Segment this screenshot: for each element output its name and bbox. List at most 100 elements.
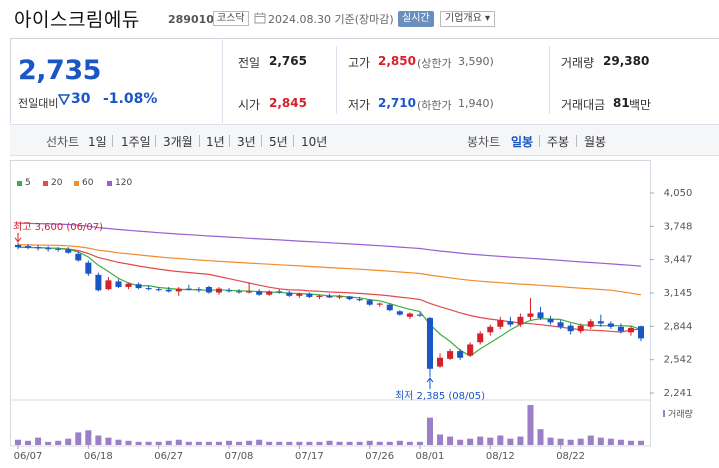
volume-bar	[497, 435, 504, 445]
candle-body	[457, 351, 464, 358]
quote-panel	[10, 38, 719, 123]
stock-name: 아이스크림에듀	[14, 9, 140, 31]
volume-bar	[396, 440, 403, 445]
volume-bar	[195, 441, 202, 445]
legend-ma20: 20	[51, 178, 63, 188]
volume-bar	[296, 441, 303, 445]
volume-bar	[266, 441, 273, 445]
period-3y[interactable]: 3년	[237, 135, 256, 149]
candle-body	[105, 280, 112, 290]
candle-body	[597, 321, 604, 324]
candle-body	[637, 326, 645, 339]
candle-weekly[interactable]: 주봉	[547, 135, 570, 149]
current-price: 2,735	[18, 55, 101, 86]
volume-bar	[507, 438, 514, 445]
candle-body	[85, 262, 92, 274]
volume-bar	[416, 441, 423, 445]
candle-body	[617, 326, 624, 332]
candle-body	[567, 325, 574, 332]
candle-body	[256, 291, 263, 295]
change-percent: -1.08%	[103, 91, 158, 107]
candle-body	[65, 249, 72, 253]
candle-body	[236, 291, 243, 293]
volume-bar	[577, 438, 584, 445]
candle-body	[25, 246, 32, 248]
volume-bar	[165, 440, 172, 445]
candle-body	[346, 296, 353, 300]
y-tick-label: 2,542	[664, 355, 693, 366]
volume-bar	[236, 441, 243, 445]
y-tick-label: 2,844	[664, 321, 693, 332]
price-chart[interactable]: 4,050 3,748 3,447 3,145 2,844 2,542 2,241 거래량 06…	[10, 160, 719, 468]
period-1d[interactable]: 1일	[88, 135, 107, 149]
volume-bar	[557, 438, 564, 445]
volume-bar	[256, 439, 263, 445]
candle-chart-label: 봉차트	[467, 135, 501, 149]
y-tick-label: 2,241	[664, 388, 693, 399]
candle-body	[376, 303, 383, 305]
volume-bar	[406, 441, 413, 445]
period-3m[interactable]: 3개월	[163, 135, 193, 149]
volume-bar	[617, 439, 624, 445]
candle-body	[175, 288, 182, 292]
low-label: 저가	[348, 98, 371, 112]
candle-body	[537, 312, 544, 318]
candle-daily[interactable]: 일봉	[511, 135, 534, 149]
candle-body	[185, 288, 192, 290]
divider	[539, 135, 540, 147]
high-value: 2,850	[378, 54, 416, 68]
candle-body	[215, 288, 222, 293]
prev-close-label: 전일	[238, 56, 261, 70]
divider	[222, 38, 223, 123]
divider	[199, 135, 200, 147]
candle-body	[115, 281, 122, 287]
high-arrow-head	[14, 237, 22, 243]
volume-bar	[75, 432, 82, 445]
divider	[112, 135, 113, 147]
volume-bar	[547, 437, 554, 445]
candle-body	[14, 244, 22, 248]
candle-body	[386, 304, 393, 311]
x-tick-label: 06/27	[154, 451, 183, 462]
candle-body	[577, 325, 584, 332]
volume-bar	[477, 436, 484, 445]
legend-swatch-ma120	[107, 181, 112, 186]
candle-monthly[interactable]: 월봉	[584, 135, 607, 149]
x-tick-label: 08/12	[486, 451, 515, 462]
period-5y[interactable]: 5년	[269, 135, 288, 149]
down-triangle-icon	[58, 94, 70, 105]
period-1w[interactable]: 1주일	[121, 135, 151, 149]
realtime-button[interactable]: 실시간	[398, 11, 434, 27]
candle-body	[607, 323, 614, 327]
trade-amount-value: 81	[613, 96, 630, 110]
volume-bar	[447, 436, 454, 445]
volume-bar	[55, 440, 62, 445]
legend-ma120: 120	[115, 178, 133, 188]
upper-limit-label: (상한가	[417, 57, 452, 70]
volume-bar	[135, 441, 142, 445]
period-10y[interactable]: 10년	[301, 135, 328, 149]
lower-limit-value: 1,940)	[458, 97, 494, 110]
volume-bar	[65, 438, 72, 445]
low-value: 2,710	[378, 96, 416, 110]
company-info-dropdown[interactable]: 기업개요 ▾	[440, 11, 495, 27]
volume-bar	[527, 405, 534, 445]
candle-body	[296, 293, 303, 296]
volume-bar	[607, 438, 614, 445]
period-toolbar	[10, 124, 719, 156]
ma5-line	[17, 246, 642, 357]
ma20-line	[17, 246, 642, 333]
change-value: 30	[71, 91, 91, 107]
x-tick-label: 07/08	[225, 451, 254, 462]
candle-body	[447, 351, 454, 359]
volume-bar	[467, 438, 474, 445]
candle-body	[437, 357, 444, 367]
candle-body	[306, 293, 313, 297]
candle-body	[55, 248, 62, 250]
candle-body	[35, 247, 42, 249]
period-1y[interactable]: 1년	[206, 135, 225, 149]
candle-body	[557, 322, 564, 327]
candle-body	[507, 321, 514, 325]
low-annotation: 최저 2,385 (08/05)	[395, 390, 485, 402]
candle-body	[426, 317, 433, 369]
